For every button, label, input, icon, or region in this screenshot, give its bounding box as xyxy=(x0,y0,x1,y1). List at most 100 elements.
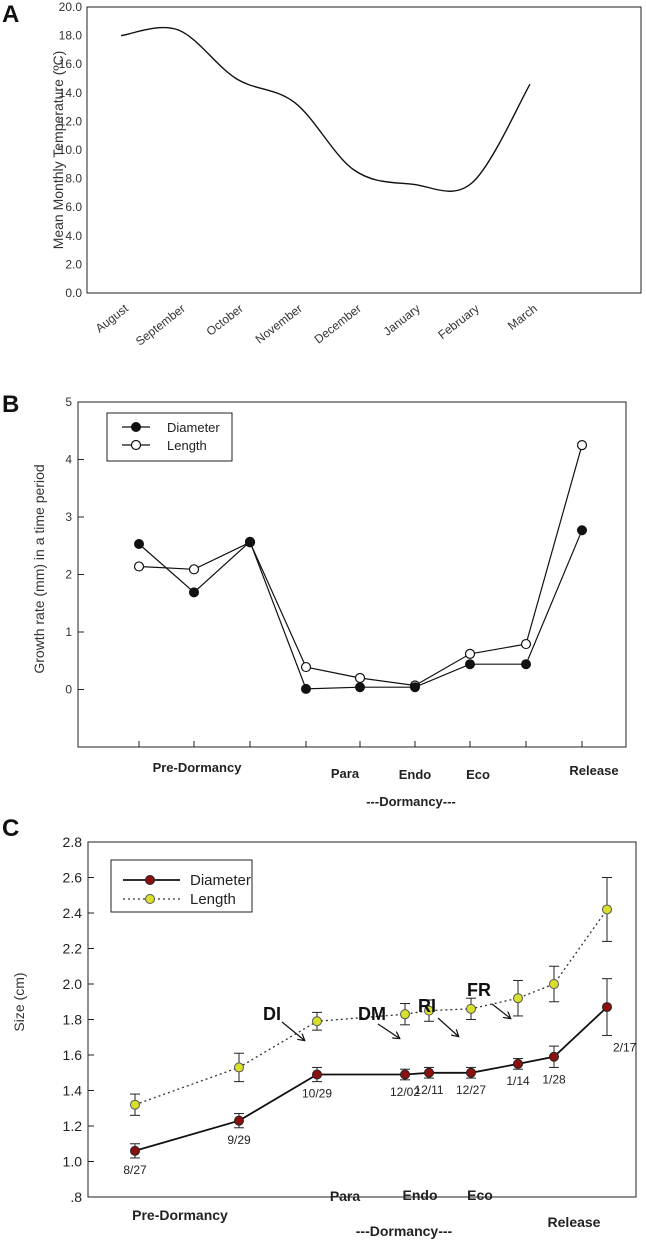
date-label: 1/28 xyxy=(542,1072,566,1086)
diameter-growth-point xyxy=(301,683,311,694)
panel-c: C .8 1.0 1.2 1.4 1.6 1.8 2.0 2.2 2.4 2.6 2.8 8/27 9… xyxy=(2,815,637,1239)
panel-a-y-tick-label: 20.0 xyxy=(59,0,83,14)
diameter-size-point xyxy=(602,1002,612,1013)
panel-a-frame xyxy=(86,6,642,294)
legend-diameter-marker xyxy=(131,422,141,432)
panel-c-y-tick-label: 2.0 xyxy=(63,976,83,992)
length-growth-point xyxy=(464,648,476,659)
length-size-point xyxy=(549,979,559,989)
length-size-point xyxy=(130,1099,140,1110)
diameter-size-point xyxy=(234,1115,244,1126)
panel-b-y-tick-label: 3 xyxy=(65,510,72,524)
annotation-di-arrow xyxy=(281,1021,304,1040)
panel-a-y-axis-label: Mean Monthly Temperature (ºC) xyxy=(50,51,66,250)
length-size-point xyxy=(312,1016,322,1027)
annotation-fr-arrow xyxy=(491,1003,510,1018)
panel-c-y-tick-label: .8 xyxy=(70,1189,82,1205)
stage-c-eco: Eco xyxy=(467,1187,493,1203)
diameter-size-point xyxy=(549,1051,559,1062)
stage-c-release: Release xyxy=(548,1214,601,1230)
panel-b-label: B xyxy=(2,391,19,418)
panel-a-x-tick-label: September xyxy=(133,301,188,348)
panel-c-y-tick-label: 1.6 xyxy=(63,1047,83,1063)
length-growth-point xyxy=(520,638,532,650)
legend-c-length-label: Length xyxy=(190,891,236,908)
diameter-growth-point xyxy=(189,587,199,598)
panel-a-label: A xyxy=(2,1,19,28)
temperature-line xyxy=(120,26,531,192)
diameter-size-point xyxy=(312,1069,322,1080)
stage-c-endo: Endo xyxy=(403,1187,438,1203)
panel-a-x-tick-label: December xyxy=(312,301,364,346)
date-label: 12/11 xyxy=(414,1083,443,1097)
length-size-line xyxy=(134,909,608,1106)
diameter-size-point xyxy=(130,1145,140,1156)
panel-a: A 0.0 2.0 4.0 6.0 8.0 10.0 12.0 14.0 16.0 18.0 20.… xyxy=(2,0,642,349)
panel-a-y-tick-label: 6.0 xyxy=(65,200,82,214)
stage-para: Para xyxy=(331,766,360,781)
panel-c-y-tick-label: 2.8 xyxy=(63,834,83,850)
diameter-size-point xyxy=(400,1069,410,1080)
panel-a-x-tick-label: August xyxy=(93,301,132,335)
diameter-growth-point xyxy=(465,659,475,670)
annotation-dm: DM xyxy=(358,1004,386,1024)
annotation-dm-arrow xyxy=(377,1023,399,1038)
stage-eco: Eco xyxy=(466,767,490,782)
diameter-growth-line xyxy=(138,529,583,690)
panel-a-y-tick-label: 16.0 xyxy=(59,57,83,71)
panel-b-y-axis-label: Growth rate (mm) in a time period xyxy=(31,464,47,673)
panel-b-y-tick-label: 4 xyxy=(65,453,72,467)
panel-a-x-tick-label: January xyxy=(381,301,423,338)
length-growth-point xyxy=(188,564,200,575)
length-growth-point xyxy=(576,440,588,451)
panel-c-y-tick-label: 1.4 xyxy=(63,1083,83,1099)
length-growth-line xyxy=(138,444,583,687)
stage-pre-dormancy: Pre-Dormancy xyxy=(153,760,243,775)
length-growth-point xyxy=(354,672,366,684)
length-growth-point xyxy=(300,661,312,673)
legend-diameter-label: Diameter xyxy=(167,420,220,435)
length-size-point xyxy=(400,1009,410,1020)
length-size-point xyxy=(602,904,612,915)
panel-b: B 0 1 2 3 4 5 Growth rate (mm) in a time peri… xyxy=(2,391,627,809)
date-label: 12/02 xyxy=(390,1085,420,1099)
stage-endo: Endo xyxy=(399,767,432,782)
length-size-point xyxy=(424,1005,434,1016)
diameter-growth-point xyxy=(410,682,420,693)
diameter-growth-point xyxy=(355,682,365,693)
diameter-growth-point xyxy=(521,659,531,670)
stage-c-para: Para xyxy=(330,1188,361,1204)
length-size-point xyxy=(466,1003,476,1014)
panel-a-x-tick-label: February xyxy=(435,301,481,342)
panel-a-y-tick-label: 8.0 xyxy=(65,172,82,186)
panel-c-y-tick-label: 1.8 xyxy=(63,1012,83,1028)
diameter-growth-point xyxy=(245,536,255,547)
panel-c-y-tick-label: 1.0 xyxy=(63,1154,83,1170)
panel-a-y-tick-label: 12.0 xyxy=(59,114,83,128)
legend-length-label: Length xyxy=(167,438,207,453)
annotation-ri-arrow xyxy=(437,1017,458,1036)
diameter-size-point xyxy=(513,1058,523,1069)
legend-length-marker xyxy=(130,439,142,451)
date-label: 9/29 xyxy=(227,1133,251,1147)
length-size-point xyxy=(513,993,523,1004)
panel-a-y-tick-label: 14.0 xyxy=(59,86,83,100)
date-label: 8/27 xyxy=(123,1163,147,1177)
annotation-fr: FR xyxy=(467,980,491,1000)
panel-c-label: C xyxy=(2,815,19,842)
diameter-size-point xyxy=(466,1067,476,1078)
diameter-size-point xyxy=(424,1067,434,1078)
panel-b-y-tick-label: 1 xyxy=(65,625,72,639)
annotation-ri: RI xyxy=(418,996,436,1016)
panel-c-y-tick-label: 2.4 xyxy=(63,905,83,921)
panel-b-legend xyxy=(106,412,233,462)
date-label: 12/27 xyxy=(456,1083,486,1097)
panel-a-y-tick-label: 2.0 xyxy=(65,257,82,271)
legend-c-length-marker xyxy=(145,894,155,904)
panel-b-y-tick-label: 2 xyxy=(65,568,72,582)
date-label: 1/14 xyxy=(506,1074,530,1088)
panel-a-x-tick-label: October xyxy=(204,301,246,338)
panel-a-y-tick-label: 10.0 xyxy=(59,143,83,157)
panel-c-y-tick-label: 1.2 xyxy=(63,1118,83,1134)
